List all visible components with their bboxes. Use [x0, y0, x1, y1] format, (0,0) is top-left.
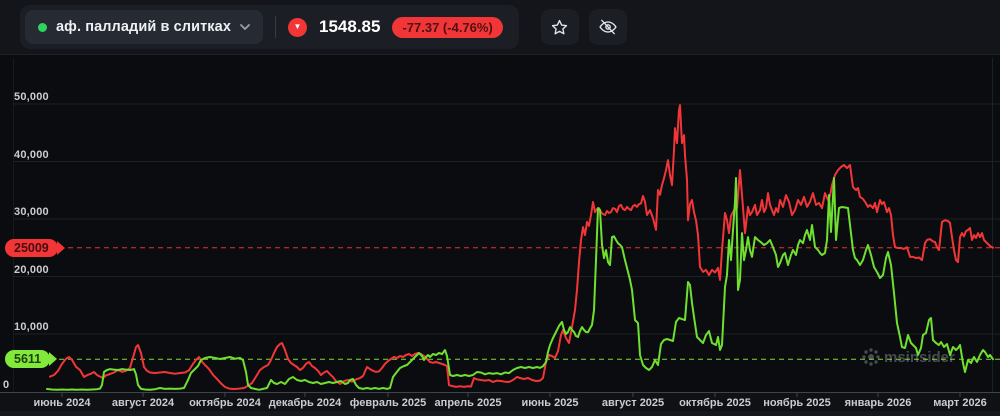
x-tick-label: октябрь 2025	[679, 397, 751, 409]
x-axis-strip	[0, 393, 1000, 411]
instrument-selector[interactable]: аф. палладий в слитках	[25, 10, 263, 44]
status-dot-icon	[38, 22, 47, 32]
divider	[275, 16, 276, 38]
last-price: 1548.85	[319, 17, 381, 36]
price-tag-arrow	[56, 240, 65, 255]
x-tick-label: ноябрь 2025	[763, 397, 831, 409]
x-tick-label: декабрь 2024	[268, 397, 342, 409]
y-tick-label: 20,000	[14, 263, 49, 276]
price-tag-red-value: 25009	[14, 240, 49, 255]
star-icon	[552, 19, 568, 34]
change-badge: -77.37 (-4.76%)	[392, 16, 503, 38]
watermark-text: msinsider	[884, 349, 955, 366]
favorite-button[interactable]	[540, 9, 579, 45]
y-tick-label: 40,000	[14, 148, 49, 161]
price-tag-red: 25009	[5, 238, 65, 257]
series-red	[49, 104, 994, 390]
y-tick-label: 0	[3, 378, 10, 391]
x-tick-label: февраль 2025	[349, 397, 427, 409]
chevron-down-icon	[240, 24, 250, 30]
x-tick-label: октябрь 2024	[189, 397, 261, 409]
price-tag-green: 5611	[5, 350, 58, 369]
series-green	[46, 177, 994, 391]
x-tick-label: июнь 2024	[33, 397, 91, 409]
price-direction-icon: ▼	[288, 17, 307, 37]
x-tick-label: август 2024	[111, 397, 175, 409]
hide-button[interactable]	[588, 9, 627, 45]
y-tick-label: 30,000	[14, 206, 49, 218]
price-tag-arrow	[49, 352, 58, 367]
bottom-strip	[0, 411, 1000, 416]
eye-off-icon	[599, 19, 617, 35]
x-tick-label: июнь 2025	[521, 397, 579, 409]
y-tick-label: 10,000	[14, 321, 49, 333]
x-tick-label: август 2025	[601, 397, 665, 409]
topbar: аф. палладий в слитках ▼ 1548.85 -77.37 …	[0, 0, 1000, 55]
x-tick-label: апрель 2025	[434, 397, 502, 409]
x-tick-label: март 2026	[933, 397, 987, 409]
y-tick-label: 50,000	[14, 91, 49, 103]
watermark: msinsider	[862, 348, 955, 366]
price-tag-green-value: 5611	[14, 352, 42, 367]
x-tick-label: январь 2026	[844, 397, 912, 409]
instrument-label: аф. палладий в слитках	[56, 19, 231, 35]
instrument-group: аф. палладий в слитках ▼ 1548.85 -77.37 …	[20, 5, 519, 49]
